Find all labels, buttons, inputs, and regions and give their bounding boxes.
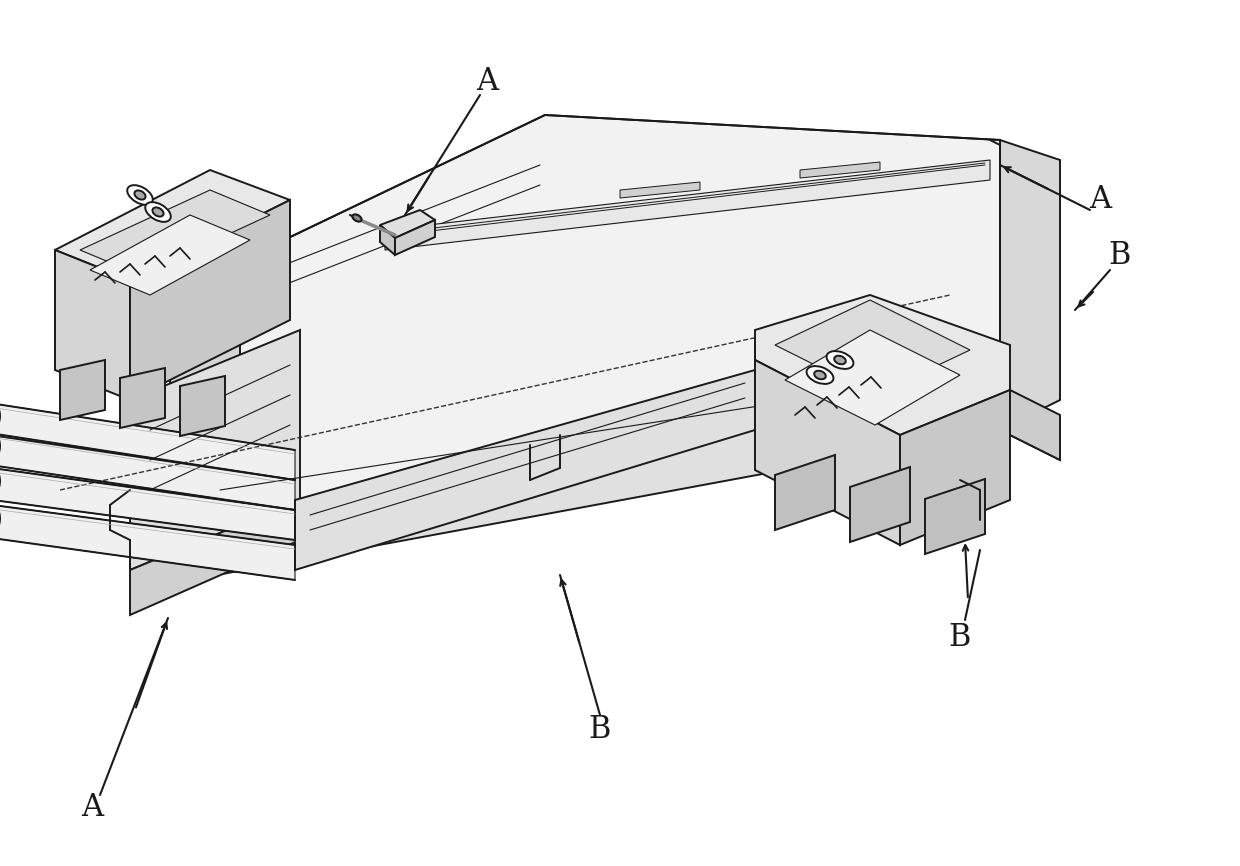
Text: B: B — [589, 714, 611, 746]
Ellipse shape — [128, 185, 153, 205]
Polygon shape — [999, 140, 1060, 430]
Text: B: B — [1109, 240, 1131, 270]
Ellipse shape — [145, 202, 171, 222]
Polygon shape — [120, 368, 165, 428]
Polygon shape — [396, 220, 435, 255]
Polygon shape — [91, 215, 250, 295]
Polygon shape — [130, 200, 290, 400]
Polygon shape — [620, 182, 701, 198]
Polygon shape — [379, 225, 396, 255]
Text: A: A — [81, 792, 103, 824]
Polygon shape — [755, 360, 900, 545]
Polygon shape — [0, 502, 295, 580]
Ellipse shape — [134, 191, 145, 199]
Ellipse shape — [153, 208, 164, 216]
Polygon shape — [0, 465, 295, 540]
Polygon shape — [900, 390, 1011, 545]
Polygon shape — [170, 260, 241, 440]
Polygon shape — [190, 370, 999, 580]
Polygon shape — [55, 250, 130, 400]
Polygon shape — [295, 370, 755, 570]
Polygon shape — [384, 160, 990, 250]
Polygon shape — [55, 170, 290, 280]
Ellipse shape — [352, 215, 362, 222]
Ellipse shape — [806, 366, 833, 384]
Polygon shape — [775, 300, 970, 395]
Polygon shape — [0, 430, 295, 510]
Polygon shape — [800, 162, 880, 178]
Text: A: A — [1089, 184, 1111, 216]
Polygon shape — [130, 330, 300, 570]
Polygon shape — [925, 479, 985, 554]
Polygon shape — [190, 115, 999, 520]
Ellipse shape — [835, 356, 846, 365]
Polygon shape — [849, 467, 910, 542]
Text: A: A — [476, 67, 498, 98]
Polygon shape — [755, 295, 1011, 435]
Text: B: B — [949, 623, 971, 654]
Polygon shape — [60, 360, 105, 420]
Polygon shape — [130, 500, 300, 615]
Polygon shape — [775, 455, 835, 530]
Ellipse shape — [815, 371, 826, 379]
Ellipse shape — [827, 351, 853, 369]
Polygon shape — [785, 330, 960, 425]
Polygon shape — [180, 376, 224, 436]
Polygon shape — [1011, 390, 1060, 460]
Polygon shape — [0, 400, 295, 480]
Polygon shape — [379, 210, 435, 238]
Polygon shape — [81, 190, 270, 275]
